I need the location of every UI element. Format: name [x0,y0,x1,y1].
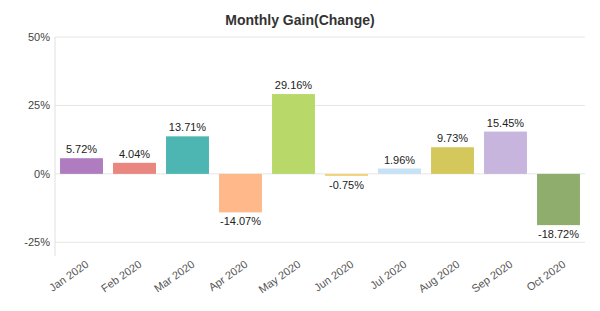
grid-line [55,37,585,38]
y-tick-label: 0% [34,168,50,180]
bar [484,132,527,174]
data-label: 4.04% [119,148,150,160]
bar [272,94,315,174]
bar [219,174,262,213]
x-tick-label: Aug 2020 [416,258,461,295]
x-tick-label: Mar 2020 [152,258,197,294]
data-label: 13.71% [169,121,207,133]
data-label: -18.72% [538,228,579,240]
grid-line [55,242,585,243]
x-tick-label: May 2020 [256,258,302,296]
data-label: 1.96% [384,154,415,166]
bar [60,158,103,174]
x-tick-label: Sep 2020 [469,258,514,295]
y-tick-label: 25% [28,99,50,111]
bar [537,174,580,225]
bar [113,163,156,174]
data-label: 29.16% [275,79,313,91]
bar [378,169,421,174]
y-tick-label: -25% [24,236,50,248]
chart-container: Monthly Gain(Change) -25% 0% 25% 50% 5.72% 4.0… [0,0,600,311]
x-tick-label: Jun 2020 [312,258,356,294]
data-label: 5.72% [66,143,97,155]
x-axis: Jan 2020Feb 2020Mar 2020 Apr 2020May 2020… [47,258,568,296]
bars [60,94,580,225]
x-tick-label: Apr 2020 [206,258,249,293]
data-label: 9.73% [437,132,468,144]
data-label: -0.75% [329,179,364,191]
chart-svg: Monthly Gain(Change) -25% 0% 25% 50% 5.72% 4.0… [0,0,600,311]
y-axis-line [55,37,56,256]
bar [325,174,368,176]
x-tick-label: Oct 2020 [524,258,567,293]
x-tick-label: Jan 2020 [47,258,91,294]
data-label: -14.07% [220,215,261,227]
data-labels: 5.72% 4.04% 13.71% -14.07% 29.16% -0.75% 1.96%… [66,79,579,240]
bar [431,147,474,174]
chart-title: Monthly Gain(Change) [225,12,374,28]
x-tick-label: Jul 2020 [368,258,409,292]
grid-line [55,105,585,106]
x-tick-label: Feb 2020 [99,258,144,294]
y-tick-label: 50% [28,31,50,43]
bar [166,136,209,174]
grid [55,37,585,242]
data-label: 15.45% [487,117,525,129]
